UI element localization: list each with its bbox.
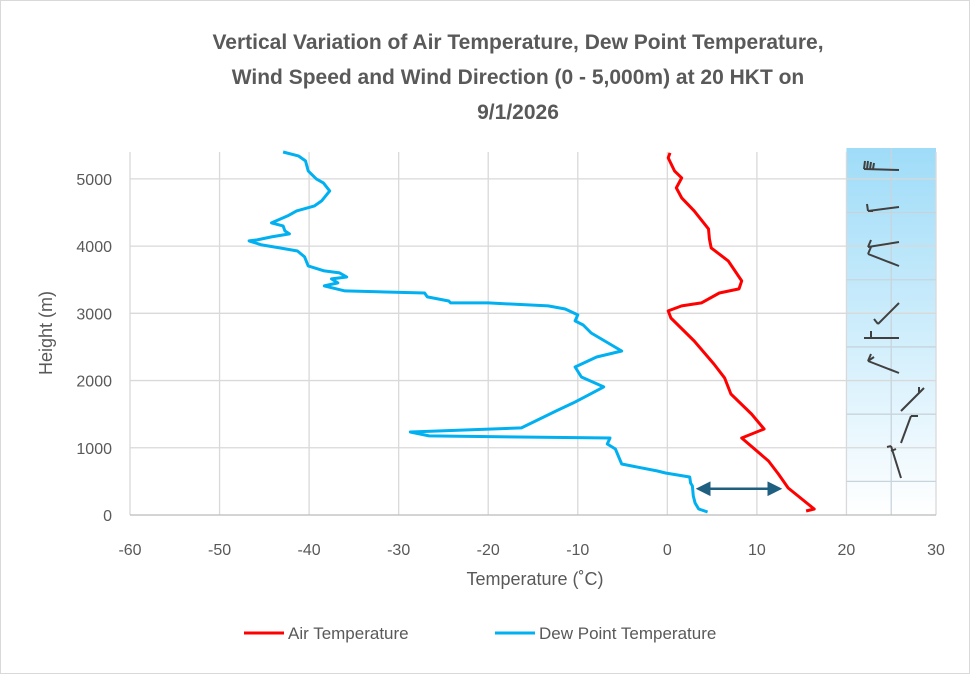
wind-barb-staff bbox=[867, 241, 900, 248]
wind-barb-tick bbox=[867, 239, 872, 248]
legend: Air Temperature Dew Point Temperature bbox=[244, 624, 716, 643]
y-tick-label: 0 bbox=[103, 508, 112, 525]
x-tick-label: -50 bbox=[208, 542, 231, 559]
y-tick-label: 4000 bbox=[76, 239, 112, 256]
legend-label-air-temperature: Air Temperature bbox=[288, 624, 409, 643]
x-tick-label: 10 bbox=[748, 542, 766, 559]
y-tick-label: 5000 bbox=[76, 172, 112, 189]
wind-barb-tick bbox=[872, 162, 875, 170]
y-tick-label: 2000 bbox=[76, 374, 112, 391]
wind-barb-tick bbox=[863, 160, 866, 170]
wind-barb-tick bbox=[867, 356, 875, 362]
wind-barb-staff bbox=[867, 253, 900, 267]
air-temperature-line bbox=[666, 152, 816, 513]
dew-point-temperature-line bbox=[247, 150, 709, 514]
x-axis-label: Temperature (˚C) bbox=[466, 569, 603, 589]
x-tick-label: 30 bbox=[927, 542, 945, 559]
wind-barb-staff bbox=[877, 302, 900, 325]
wind-barb-tick bbox=[866, 160, 869, 170]
wind-barb-tick bbox=[866, 203, 869, 212]
chart-title-line-2: Wind Speed and Wind Direction (0 - 5,000… bbox=[232, 66, 805, 89]
chart-title-line-1: Vertical Variation of Air Temperature, D… bbox=[212, 31, 823, 54]
y-tick-label: 1000 bbox=[76, 441, 112, 458]
wind-barb-staff bbox=[863, 168, 900, 171]
x-tick-label: 0 bbox=[663, 542, 672, 559]
wind-barb-tick bbox=[869, 161, 872, 170]
wind-barb-staff bbox=[900, 415, 912, 444]
x-tick-label: -30 bbox=[387, 542, 410, 559]
y-axis-label: Height (m) bbox=[36, 291, 56, 375]
x-tick-label: 20 bbox=[838, 542, 856, 559]
wind-barb-tick bbox=[886, 445, 892, 448]
wind-barb-staff bbox=[867, 206, 900, 212]
x-tick-label: -10 bbox=[566, 542, 589, 559]
wind-barb-staff bbox=[867, 360, 900, 374]
wind-barb-tick bbox=[867, 246, 872, 255]
legend-label-dew-point: Dew Point Temperature bbox=[539, 624, 716, 643]
wind-barb-staff bbox=[900, 387, 925, 412]
y-tick-label: 3000 bbox=[76, 306, 112, 323]
chart-title-line-3: 9/1/2026 bbox=[477, 101, 559, 124]
wind-barb-tick bbox=[890, 448, 897, 452]
x-tick-label: -20 bbox=[477, 542, 500, 559]
x-tick-label: -40 bbox=[298, 542, 321, 559]
x-tick-label: -60 bbox=[118, 542, 141, 559]
wind-barb-tick bbox=[873, 318, 879, 325]
